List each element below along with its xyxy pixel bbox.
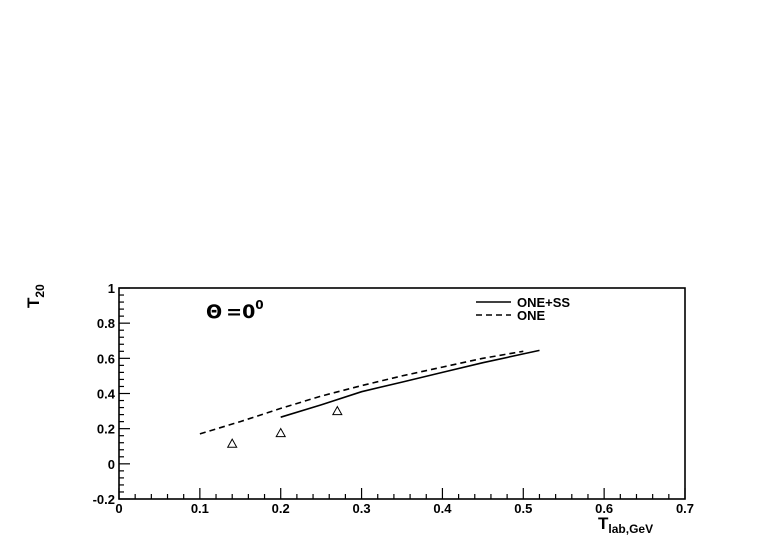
legend-label-one: ONE <box>517 308 546 323</box>
annotation-symbol: Θ <box>206 301 222 323</box>
plot-frame <box>118 287 686 500</box>
y-axis-title: T20 <box>24 284 47 308</box>
series-line-one-ss <box>280 349 540 418</box>
y-tick-label: 0.8 <box>97 316 115 331</box>
x-tick-label: 0.6 <box>595 501 613 516</box>
x-tick-label: 0.1 <box>191 501 209 516</box>
y-tick-label: 0.2 <box>97 422 115 437</box>
y-tick-label: 0 <box>108 457 115 472</box>
series-line-one <box>199 350 524 435</box>
data-point <box>226 438 238 448</box>
angle-annotation: Θ =00 <box>206 298 264 323</box>
y-tick-label: -0.2 <box>93 492 115 507</box>
data-point <box>331 405 343 416</box>
triangle-marker <box>331 405 343 416</box>
x-axis-title: Tlab,GeV <box>598 514 653 536</box>
annotation-equals: =0 <box>226 301 255 323</box>
data-point <box>275 427 287 438</box>
x-axis-title-sub: lab,GeV <box>608 522 653 536</box>
y-tick-label: 0.6 <box>97 351 115 366</box>
x-tick-label: 0.4 <box>433 501 452 516</box>
y-tick-label: 0.4 <box>97 387 116 402</box>
axis-tick-labels: 0 0.1 0.2 0.3 0.4 0.5 0.6 0.7-0.200.20.40.60.81 <box>93 281 694 516</box>
x-tick-label: 0.7 <box>676 501 694 516</box>
x-tick-label: 0 <box>115 501 122 516</box>
series-layer <box>199 349 540 448</box>
axis-ticks <box>118 287 686 500</box>
y-tick-label: 1 <box>108 281 115 296</box>
triangle-marker <box>226 438 238 448</box>
x-tick-label: 0.3 <box>353 501 371 516</box>
y-axis-title-sub: 20 <box>33 284 47 298</box>
x-axis-title-main: T <box>598 514 609 533</box>
y-axis-title-main: T <box>24 297 43 308</box>
legend: ONE+SS ONE <box>476 295 570 323</box>
x-tick-label: 0.5 <box>514 501 532 516</box>
plot-border <box>118 287 686 500</box>
legend-label-one-ss: ONE+SS <box>517 295 570 310</box>
triangle-marker <box>275 427 287 438</box>
annotation-superscript: 0 <box>255 298 263 312</box>
x-tick-label: 0.2 <box>272 501 290 516</box>
